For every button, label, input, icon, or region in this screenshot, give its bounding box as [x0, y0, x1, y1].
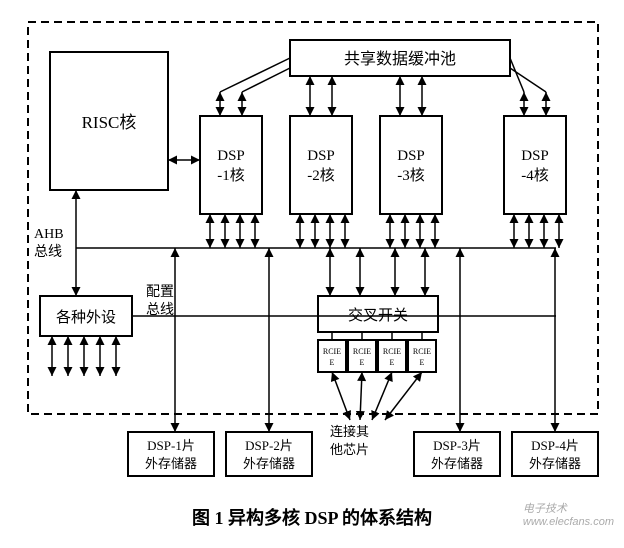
mem2-l1: DSP-2片 — [245, 438, 293, 453]
edge-rcie1-out — [332, 372, 350, 420]
rcie2-l1: RCIE — [353, 347, 371, 356]
rcie1-l2: E — [330, 358, 335, 367]
dsp3-l2: -3核 — [397, 167, 425, 184]
mem4-l1: DSP-4片 — [531, 438, 579, 453]
dsp2-l1: DSP — [307, 148, 335, 164]
mem1-l1: DSP-1片 — [147, 438, 195, 453]
periph-label: 各种外设 — [56, 309, 116, 326]
dsp1-l1: DSP — [217, 148, 245, 164]
dsp1-box — [200, 116, 262, 214]
rcie3-box — [378, 340, 406, 372]
dsp4-l2: -4核 — [521, 167, 549, 184]
buffer-label: 共享数据缓冲池 — [344, 50, 456, 68]
dsp2-l2: -2核 — [307, 167, 335, 184]
mem4-l2: 外存储器 — [529, 456, 581, 471]
rcie4-l1: RCIE — [413, 347, 431, 356]
rcie4-l2: E — [420, 358, 425, 367]
watermark: 电子技术 www.elecfans.com — [523, 500, 614, 528]
config-label1: 配置 — [146, 284, 174, 300]
dsp3-box — [380, 116, 442, 214]
dsp4-l1: DSP — [521, 148, 549, 164]
ahb-label1: AHB — [34, 227, 64, 242]
rcie1-l1: RCIE — [323, 347, 341, 356]
rcie3-l1: RCIE — [383, 347, 401, 356]
ahb-label2: 总线 — [34, 244, 62, 260]
rcie2-box — [348, 340, 376, 372]
rcie3-l2: E — [390, 358, 395, 367]
edge-rcie2-out — [360, 372, 362, 420]
connect-label2: 他芯片 — [330, 442, 369, 457]
edge-rcie4-out — [385, 372, 422, 420]
rcie4-box — [408, 340, 436, 372]
switch-label: 交叉开关 — [348, 306, 408, 324]
mem3-l1: DSP-3片 — [433, 438, 481, 453]
connect-label1: 连接其 — [330, 424, 369, 439]
mem3-l2: 外存储器 — [431, 456, 483, 471]
dsp2-box — [290, 116, 352, 214]
edge-rcie3-out — [372, 372, 392, 420]
dsp3-l1: DSP — [397, 148, 425, 164]
mem1-l2: 外存储器 — [145, 456, 197, 471]
risc-label: RISC核 — [82, 113, 137, 132]
rcie2-l2: E — [360, 358, 365, 367]
mem2-l2: 外存储器 — [243, 456, 295, 471]
dsp1-l2: -1核 — [217, 167, 245, 184]
rcie1-box — [318, 340, 346, 372]
dsp4-box — [504, 116, 566, 214]
